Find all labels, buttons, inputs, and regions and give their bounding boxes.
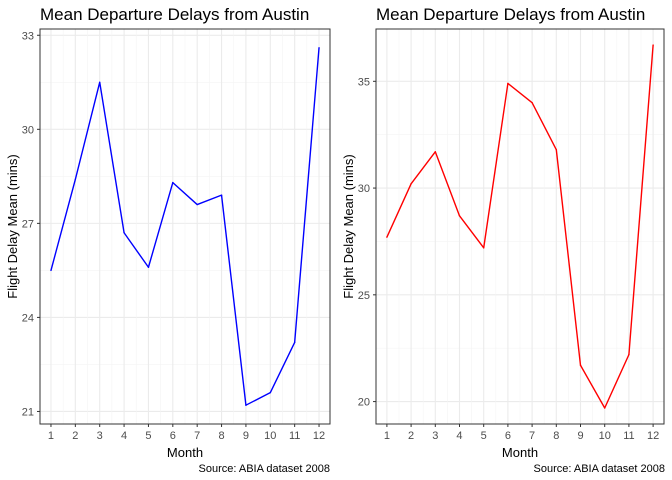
data-point — [555, 148, 558, 151]
x-axis-title: Month — [167, 445, 203, 460]
y-tick-label: 35 — [358, 76, 370, 88]
data-point — [245, 404, 247, 406]
data-point — [628, 353, 630, 356]
data-point — [604, 407, 606, 409]
x-tick-label: 11 — [623, 430, 634, 442]
data-point — [410, 183, 412, 185]
x-tick-label: 3 — [97, 430, 103, 442]
x-tick-label: 12 — [647, 430, 659, 442]
x-tick-label: 5 — [145, 430, 151, 442]
x-tick-label: 5 — [481, 430, 487, 442]
x-tick-label: 7 — [194, 430, 200, 442]
x-tick-label: 6 — [170, 430, 176, 442]
y-axis-ticks-left: 21 24 27 30 33 — [22, 30, 40, 418]
data-point — [269, 391, 271, 394]
x-tick-label: 8 — [218, 430, 224, 442]
x-tick-label: 11 — [289, 430, 300, 442]
x-tick-label: 1 — [384, 430, 390, 442]
chart-title: Mean Departure Delays from Austin — [376, 5, 645, 24]
x-tick-label: 9 — [577, 430, 583, 442]
data-point — [147, 266, 150, 268]
y-tick-label: 25 — [358, 290, 370, 302]
x-axis-ticks-left: 1 2 3 4 5 6 7 8 9 10 11 12 — [48, 424, 325, 442]
y-tick-label: 33 — [22, 30, 34, 42]
data-point — [434, 151, 436, 153]
data-point — [531, 101, 533, 104]
x-tick-label: 10 — [599, 430, 611, 442]
y-axis-title: Flight Delay Mean (mins) — [341, 154, 356, 299]
x-tick-label: 4 — [121, 430, 127, 442]
caption: Source: ABIA dataset 2008 — [199, 463, 330, 475]
series-line-right — [386, 44, 654, 409]
data-point — [507, 82, 509, 85]
series-line-left — [50, 47, 320, 406]
data-point — [99, 81, 101, 83]
y-tick-label: 30 — [358, 183, 370, 195]
x-tick-label: 9 — [243, 430, 249, 442]
data-point — [50, 269, 52, 272]
data-point — [652, 44, 654, 46]
x-tick-label: 2 — [72, 430, 78, 442]
data-point — [458, 215, 461, 217]
series-line — [50, 47, 320, 406]
y-tick-label: 27 — [22, 218, 34, 230]
x-tick-label: 3 — [432, 430, 438, 442]
plot-panel-left — [39, 28, 331, 425]
x-axis-title: Month — [502, 445, 538, 460]
x-tick-label: 12 — [313, 430, 325, 442]
x-tick-label: 2 — [408, 430, 414, 442]
caption: Source: ABIA dataset 2008 — [534, 463, 665, 475]
data-point — [172, 181, 174, 184]
data-point — [220, 194, 223, 196]
chart-title: Mean Departure Delays from Austin — [40, 5, 309, 24]
y-tick-label: 24 — [22, 312, 34, 324]
y-tick-label: 30 — [22, 124, 34, 136]
y-axis-ticks-right: 20 25 30 35 — [358, 76, 376, 409]
y-tick-label: 21 — [22, 406, 34, 418]
data-point — [482, 247, 485, 249]
data-point — [386, 236, 388, 238]
x-tick-label: 6 — [505, 430, 511, 442]
x-tick-label: 10 — [264, 430, 276, 442]
x-tick-label: 8 — [553, 430, 559, 442]
x-tick-label: 4 — [456, 430, 462, 442]
data-point — [74, 178, 77, 181]
data-point — [123, 232, 125, 234]
plot-panel-right — [375, 28, 665, 425]
data-point — [579, 364, 582, 366]
x-tick-label: 7 — [529, 430, 535, 442]
x-tick-label: 1 — [48, 430, 54, 442]
data-point — [293, 341, 296, 344]
grid-right — [376, 29, 664, 424]
y-tick-label: 20 — [358, 397, 370, 409]
x-axis-ticks-right: 1 2 3 4 5 6 7 8 9 10 11 12 — [384, 424, 659, 442]
y-axis-title: Flight Delay Mean (mins) — [5, 154, 20, 299]
series-line — [386, 44, 654, 409]
data-point — [196, 203, 198, 206]
data-point — [318, 47, 320, 49]
